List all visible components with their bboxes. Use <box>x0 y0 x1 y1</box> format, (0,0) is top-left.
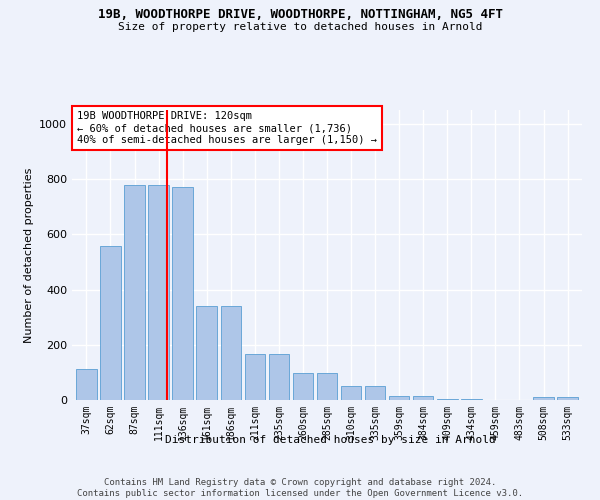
Bar <box>533 397 554 400</box>
Bar <box>389 396 409 400</box>
Text: 19B WOODTHORPE DRIVE: 120sqm
← 60% of detached houses are smaller (1,736)
40% of: 19B WOODTHORPE DRIVE: 120sqm ← 60% of de… <box>77 112 377 144</box>
Bar <box>269 354 289 400</box>
Bar <box>124 185 145 400</box>
Bar <box>557 397 578 400</box>
Text: Distribution of detached houses by size in Arnold: Distribution of detached houses by size … <box>164 435 496 445</box>
Bar <box>437 398 458 400</box>
Text: Contains HM Land Registry data © Crown copyright and database right 2024.
Contai: Contains HM Land Registry data © Crown c… <box>77 478 523 498</box>
Y-axis label: Number of detached properties: Number of detached properties <box>23 168 34 342</box>
Bar <box>341 386 361 400</box>
Bar <box>148 185 169 400</box>
Text: Size of property relative to detached houses in Arnold: Size of property relative to detached ho… <box>118 22 482 32</box>
Bar <box>293 373 313 400</box>
Bar <box>172 188 193 400</box>
Bar <box>245 354 265 400</box>
Bar <box>461 398 482 400</box>
Bar <box>317 373 337 400</box>
Bar <box>413 396 433 400</box>
Bar <box>100 246 121 400</box>
Bar <box>221 306 241 400</box>
Bar <box>365 386 385 400</box>
Bar <box>76 369 97 400</box>
Text: 19B, WOODTHORPE DRIVE, WOODTHORPE, NOTTINGHAM, NG5 4FT: 19B, WOODTHORPE DRIVE, WOODTHORPE, NOTTI… <box>97 8 503 20</box>
Bar <box>196 306 217 400</box>
